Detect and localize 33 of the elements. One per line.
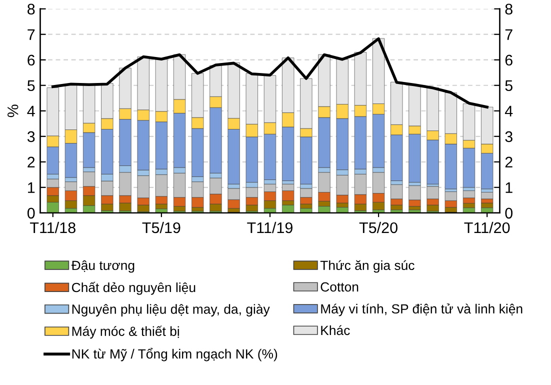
y2-tick-label: 2 bbox=[505, 156, 512, 168]
legend-label: Đậu tương bbox=[71, 260, 134, 273]
y-tick-label: 5 bbox=[27, 80, 35, 92]
y-tick-label: 8 bbox=[28, 4, 35, 15]
x-tick-label: T11/18 bbox=[30, 222, 76, 234]
y-tick-label: 4 bbox=[27, 106, 35, 116]
y-tick-label: 7 bbox=[28, 29, 35, 40]
y-tick-label: 0 bbox=[27, 208, 35, 219]
y2-tick-label: 4 bbox=[504, 106, 513, 116]
x-tick-label: T5/19 bbox=[142, 222, 180, 234]
y-axis-title: % bbox=[8, 104, 18, 118]
y2-tick-label: 5 bbox=[505, 80, 512, 92]
legend-label: Nguyên phụ liệu dệt may, da, giày bbox=[72, 304, 270, 316]
x-tick-label: T5/20 bbox=[359, 222, 398, 234]
legend-label: Máy móc & thiết bị bbox=[72, 326, 179, 339]
legend-label: Máy vi tính, SP điện tử và linh kiện bbox=[321, 303, 522, 316]
y2-tick-label: 3 bbox=[505, 131, 512, 142]
x-tick-label: T11/19 bbox=[247, 222, 292, 234]
y2-tick-label: 7 bbox=[505, 29, 512, 40]
y2-tick-label: 0 bbox=[505, 208, 513, 219]
legend-label: Thức ăn gia súc bbox=[320, 260, 414, 273]
y2-tick-label: 6 bbox=[505, 54, 512, 66]
legend-label: NK từ Mỹ / Tổng kim ngạch NK (%) bbox=[72, 348, 278, 362]
y-tick-label: 6 bbox=[28, 54, 35, 66]
y-tick-label: 2 bbox=[28, 156, 35, 168]
legend-label: Chất dẻo nguyên liệu bbox=[72, 282, 196, 295]
legend-label: Cotton bbox=[320, 282, 358, 292]
y2-tick-label: 1 bbox=[506, 182, 512, 193]
y-tick-label: 3 bbox=[27, 131, 35, 142]
y-tick-label: 1 bbox=[28, 182, 35, 193]
x-tick-label: T11/20 bbox=[464, 222, 510, 234]
y2-tick-label: 8 bbox=[505, 4, 512, 15]
legend-label: Khác bbox=[321, 325, 350, 336]
